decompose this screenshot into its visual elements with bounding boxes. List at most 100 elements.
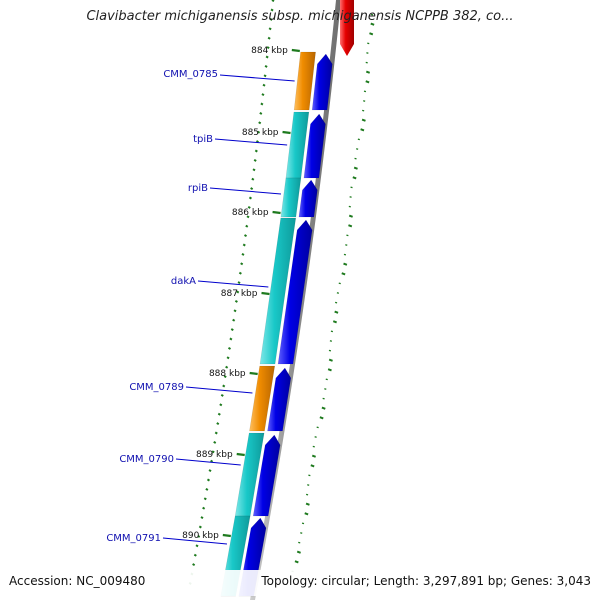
ruler-tick xyxy=(282,130,291,135)
gc-tick xyxy=(262,83,266,87)
gene-label[interactable]: CMM_0791 xyxy=(106,533,161,544)
gc-tick xyxy=(259,111,263,115)
gc-tick xyxy=(247,205,251,209)
orange-cds-segment xyxy=(249,365,276,432)
forward-gene-arrow xyxy=(298,179,318,218)
gc-tick xyxy=(211,450,215,454)
gc-tick xyxy=(332,320,337,324)
ruler-tick xyxy=(249,371,258,376)
gene-label-leader xyxy=(175,458,241,466)
gc-tick xyxy=(365,70,371,74)
gc-tick xyxy=(268,27,272,31)
gene-label[interactable]: rpiB xyxy=(188,183,208,194)
gc-tick xyxy=(263,74,267,78)
ruler-label: 888 kbp xyxy=(209,369,246,379)
ruler-track: 884 kbp 885 kbp 886 kbp 887 kbp 888 kbp 889 k… xyxy=(182,46,300,541)
gc-tick xyxy=(265,55,269,59)
gc-tick xyxy=(203,497,207,501)
gc-tick xyxy=(229,337,233,341)
gc-tick xyxy=(352,176,357,180)
gc-tick xyxy=(251,177,255,181)
gc-tick xyxy=(334,310,339,314)
gc-tick xyxy=(236,290,240,294)
gene-label[interactable]: CMM_0785 xyxy=(163,69,218,80)
gc-tick xyxy=(242,243,246,247)
gc-tick xyxy=(258,121,262,125)
forward-gene-arrow xyxy=(277,219,313,365)
cyan-cds-segment xyxy=(280,177,302,218)
gene-label[interactable]: CMM_0790 xyxy=(119,454,174,465)
gc-tick xyxy=(197,534,201,538)
gc-tick xyxy=(360,128,365,132)
gc-tick xyxy=(310,464,315,468)
gc-tick xyxy=(369,32,374,36)
ruler-tick xyxy=(236,452,245,457)
backbone-track xyxy=(250,0,341,600)
gc-tick xyxy=(234,299,238,303)
gene-label[interactable]: tpiB xyxy=(193,134,213,145)
gc-tick xyxy=(294,560,299,564)
gc-tick xyxy=(213,440,217,444)
gc-tick xyxy=(246,215,250,219)
gc-tick xyxy=(257,130,261,134)
gc-tick xyxy=(225,365,229,369)
gc-tick xyxy=(238,271,242,275)
gc-tick xyxy=(304,512,309,516)
gc-tick xyxy=(250,187,254,191)
gc-tick xyxy=(270,8,274,12)
gc-tick xyxy=(210,459,214,463)
gc-tick xyxy=(254,149,258,153)
gene-label[interactable]: CMM_0789 xyxy=(129,382,184,393)
gc-tick xyxy=(253,158,257,162)
ruler-label: 890 kbp xyxy=(182,531,219,541)
gc-tick xyxy=(343,262,348,266)
cyan-cds-segment xyxy=(259,217,297,365)
gc-tick xyxy=(214,431,218,435)
gc-tick xyxy=(296,550,301,554)
gene-label-leader xyxy=(162,537,228,545)
cyan-cds-segment xyxy=(285,111,310,179)
ruler-label: 887 kbp xyxy=(221,289,258,299)
gene-labels: CMM_0785 tpiB rpiB dakA CMM_0789 CMM_0790 CMM_… xyxy=(106,69,295,545)
gc-tick xyxy=(245,224,249,228)
gc-tick xyxy=(205,487,209,491)
gc-tick xyxy=(341,272,346,276)
gc-tick xyxy=(220,393,224,397)
gc-tick xyxy=(217,412,221,416)
forward-gene-arrow xyxy=(303,113,326,179)
gc-tick xyxy=(321,406,326,410)
ruler-tick xyxy=(222,533,231,538)
gene-label-leader xyxy=(197,280,269,288)
backbone-line xyxy=(250,0,341,600)
forward-gene-arrow xyxy=(311,53,333,111)
forward-gene-arrow xyxy=(252,434,281,517)
gc-tick xyxy=(319,416,324,420)
gc-tick xyxy=(222,384,226,388)
gene-label[interactable]: dakA xyxy=(171,276,196,287)
gc-tick xyxy=(216,422,220,426)
gc-tick xyxy=(271,0,275,3)
gc-tick xyxy=(327,368,332,372)
ruler-tick xyxy=(291,48,300,53)
feature-track xyxy=(220,0,354,597)
topology-label: Topology: circular; Length: 3,297,891 bp… xyxy=(261,574,591,588)
gc-tick xyxy=(227,346,231,350)
map-title: Clavibacter michiganensis subsp. michiga… xyxy=(86,9,514,24)
gc-tick xyxy=(353,166,358,170)
gc-tick xyxy=(305,502,310,506)
gc-tick xyxy=(348,214,353,218)
gene-label-leader xyxy=(209,187,282,195)
gene-label-leader xyxy=(219,74,295,82)
gc-tick xyxy=(206,478,210,482)
ruler-label: 889 kbp xyxy=(196,450,233,460)
gc-tick xyxy=(252,168,256,172)
gc-tick xyxy=(255,140,259,144)
footer-background xyxy=(0,570,600,596)
gc-skew-track xyxy=(188,0,375,585)
reverse-feature-arrow xyxy=(340,0,354,56)
gc-tick xyxy=(264,64,268,68)
gc-tick xyxy=(266,46,270,50)
gc-tick xyxy=(237,281,241,285)
gc-tick xyxy=(232,318,236,322)
